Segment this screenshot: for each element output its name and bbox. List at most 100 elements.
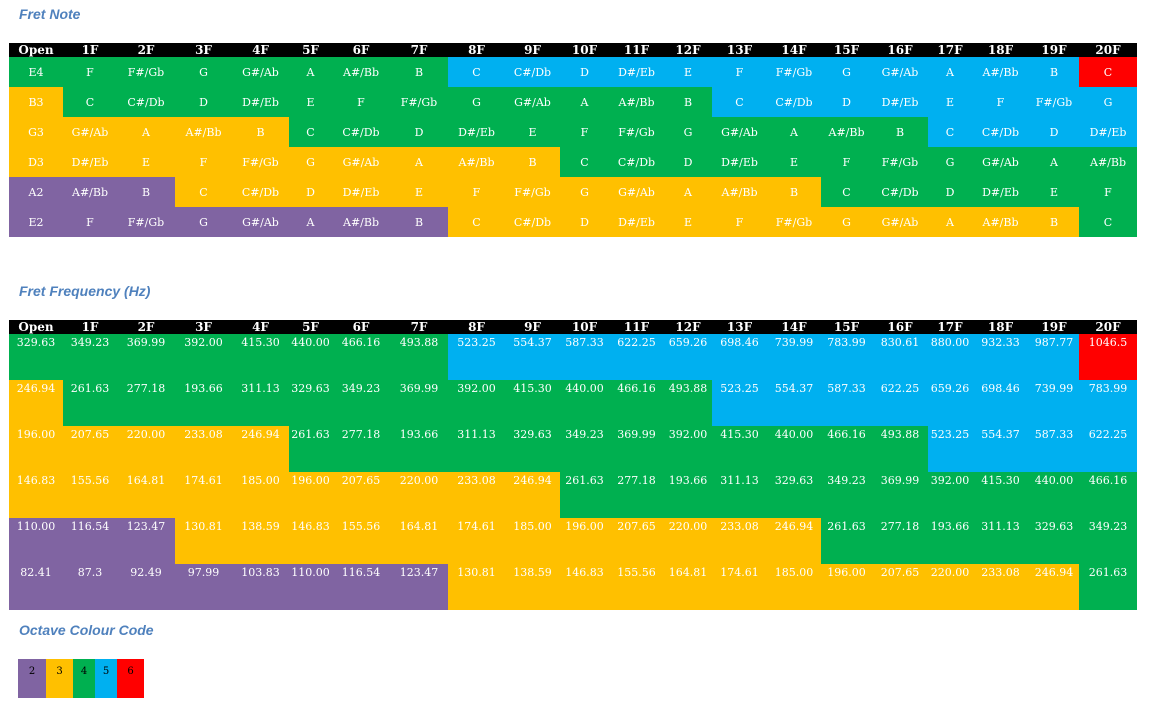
- table-cell: 659.26: [664, 334, 712, 380]
- table-cell: B: [505, 147, 560, 177]
- table-cell: 261.63: [1079, 564, 1137, 610]
- table-cell: 622.25: [609, 334, 664, 380]
- table-cell: 261.63: [821, 518, 872, 564]
- table-cell: G: [821, 207, 872, 237]
- table-cell: A#/Bb: [448, 147, 505, 177]
- table-cell: A: [289, 57, 332, 87]
- table-cell: F#/Gb: [609, 117, 664, 147]
- table-cell: 97.99: [175, 564, 232, 610]
- column-header: 6F: [332, 43, 390, 57]
- table-cell: 110.00: [289, 564, 332, 610]
- column-header: 13F: [712, 320, 767, 334]
- table-cell: E: [390, 177, 448, 207]
- table-cell: D3: [9, 147, 63, 177]
- table-cell: 329.63: [9, 334, 63, 380]
- table-cell: D#/Eb: [448, 117, 505, 147]
- column-header: 2F: [117, 320, 175, 334]
- table-cell: 277.18: [117, 380, 175, 426]
- table-cell: C#/Db: [609, 147, 664, 177]
- table-row: 329.63 349.23 369.99 392.00 415.30 440.00 466.…: [9, 334, 1137, 380]
- table-cell: 440.00: [767, 426, 821, 472]
- table-cell: 311.13: [448, 426, 505, 472]
- table-cell: 110.00: [9, 518, 63, 564]
- table-row: G3 G#/Ab A A#/Bb B C C#/Db D D#/Eb E F F#/Gb G G#/Ab A…: [9, 117, 1137, 147]
- table-cell: 523.25: [448, 334, 505, 380]
- table-cell: C: [560, 147, 609, 177]
- table-cell: 155.56: [332, 518, 390, 564]
- table-cell: C: [1079, 57, 1137, 87]
- table-cell: 329.63: [505, 426, 560, 472]
- table-cell: 207.65: [63, 426, 117, 472]
- table-cell: 193.66: [175, 380, 232, 426]
- table-cell: 392.00: [664, 426, 712, 472]
- table-cell: 155.56: [63, 472, 117, 518]
- column-header: 3F: [175, 320, 232, 334]
- table-cell: C#/Db: [505, 207, 560, 237]
- table-cell: B3: [9, 87, 63, 117]
- table-cell: 233.08: [712, 518, 767, 564]
- table-cell: B: [1029, 57, 1079, 87]
- table-cell: G#/Ab: [232, 207, 289, 237]
- table-cell: 739.99: [1029, 380, 1079, 426]
- table-cell: 207.65: [332, 472, 390, 518]
- table-cell: 185.00: [232, 472, 289, 518]
- table-cell: 554.37: [972, 426, 1029, 472]
- table-cell: G: [928, 147, 972, 177]
- table-cell: 311.13: [712, 472, 767, 518]
- legend-swatch: 6: [117, 659, 144, 698]
- table-cell: E: [767, 147, 821, 177]
- table-cell: F#/Gb: [1029, 87, 1079, 117]
- table-cell: 369.99: [390, 380, 448, 426]
- table-cell: 123.47: [117, 518, 175, 564]
- table-cell: E: [664, 57, 712, 87]
- table-cell: C: [448, 207, 505, 237]
- octave-colour-code-title: Octave Colour Code: [19, 622, 154, 638]
- table-cell: D: [821, 87, 872, 117]
- table-cell: C: [448, 57, 505, 87]
- table-cell: 193.66: [664, 472, 712, 518]
- table-cell: F: [63, 57, 117, 87]
- table-cell: 277.18: [332, 426, 390, 472]
- table-cell: 193.66: [928, 518, 972, 564]
- table-cell: 146.83: [289, 518, 332, 564]
- column-header: 14F: [767, 320, 821, 334]
- table-cell: D: [289, 177, 332, 207]
- table-cell: 130.81: [448, 564, 505, 610]
- table-cell: B: [232, 117, 289, 147]
- table-cell: 138.59: [505, 564, 560, 610]
- table-cell: B: [390, 57, 448, 87]
- table-cell: 220.00: [928, 564, 972, 610]
- table-cell: A#/Bb: [332, 57, 390, 87]
- fret-note-table: Open 1F 2F 3F 4F 5F 6F 7F 8F 9F 10F 11F 12F 13F 14F 15F…: [9, 43, 1137, 237]
- table-cell: 130.81: [175, 518, 232, 564]
- column-header: 16F: [872, 43, 928, 57]
- column-header: 17F: [928, 43, 972, 57]
- table-cell: G: [560, 177, 609, 207]
- table-cell: A: [928, 57, 972, 87]
- column-header: 16F: [872, 320, 928, 334]
- column-header: 5F: [289, 320, 332, 334]
- table-cell: E4: [9, 57, 63, 87]
- table-cell: 622.25: [1079, 426, 1137, 472]
- column-header: 15F: [821, 320, 872, 334]
- column-header: 20F: [1079, 43, 1137, 57]
- table-cell: 220.00: [664, 518, 712, 564]
- table-cell: D#/Eb: [872, 87, 928, 117]
- legend-swatch: 4: [73, 659, 95, 698]
- table-cell: 164.81: [117, 472, 175, 518]
- table-cell: 174.61: [712, 564, 767, 610]
- table-cell: C#/Db: [232, 177, 289, 207]
- table-cell: D#/Eb: [972, 177, 1029, 207]
- table-cell: 466.16: [821, 426, 872, 472]
- table-cell: D#/Eb: [63, 147, 117, 177]
- table-cell: 932.33: [972, 334, 1029, 380]
- table-cell: F#/Gb: [505, 177, 560, 207]
- table-cell: B: [664, 87, 712, 117]
- table-cell: A: [390, 147, 448, 177]
- table-cell: 207.65: [872, 564, 928, 610]
- column-header: 18F: [972, 43, 1029, 57]
- table-cell: D#/Eb: [609, 57, 664, 87]
- table-cell: 440.00: [1029, 472, 1079, 518]
- table-cell: 87.3: [63, 564, 117, 610]
- column-header: 19F: [1029, 320, 1079, 334]
